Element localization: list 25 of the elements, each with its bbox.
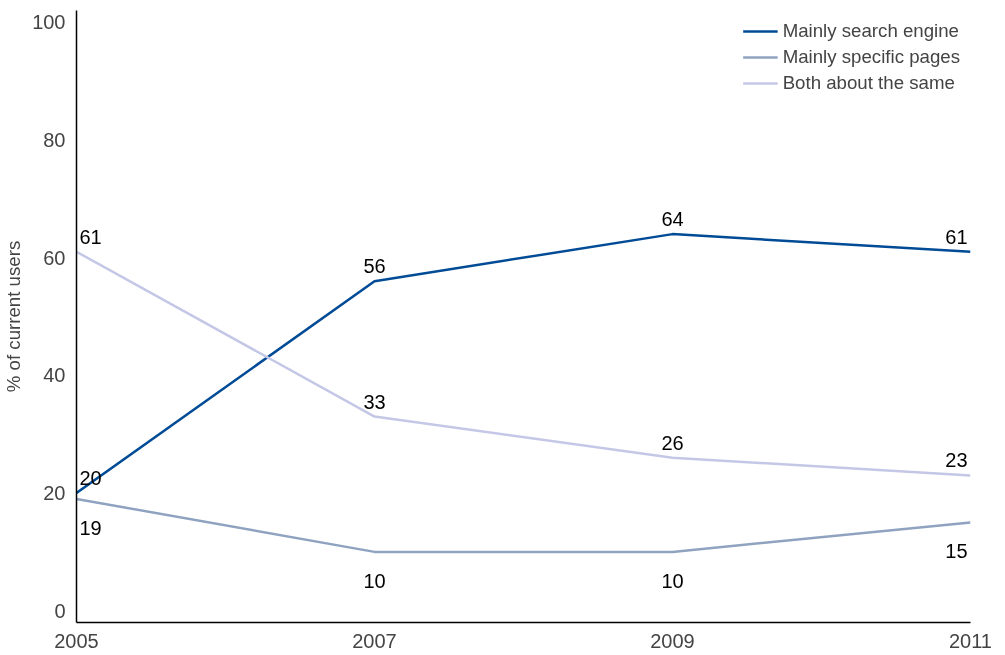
y-tick-label: 0 xyxy=(54,599,66,622)
legend-label: Mainly search engine xyxy=(782,20,959,42)
x-tick-label: 2005 xyxy=(54,629,99,652)
y-axis-title: % of current users xyxy=(3,240,25,393)
x-tick-label: 2007 xyxy=(352,629,397,652)
data-label: 10 xyxy=(363,569,386,592)
data-label: 61 xyxy=(945,225,968,248)
y-tick-label: 20 xyxy=(43,482,66,505)
legend-label: Mainly specific pages xyxy=(782,46,960,68)
y-tick-label: 60 xyxy=(43,246,66,269)
y-tick-label: 100 xyxy=(32,11,66,34)
y-tick-label: 80 xyxy=(43,128,66,151)
x-tick-label: 2011 xyxy=(949,629,993,652)
data-label: 19 xyxy=(79,516,102,539)
y-tick-label: 40 xyxy=(43,364,66,387)
data-label: 26 xyxy=(661,431,684,454)
data-label: 61 xyxy=(79,225,102,248)
x-tick-label: 2009 xyxy=(650,629,695,652)
data-label: 56 xyxy=(363,255,386,278)
data-label: 33 xyxy=(363,390,386,413)
data-label: 15 xyxy=(945,540,968,563)
data-label: 10 xyxy=(661,569,684,592)
data-label: 23 xyxy=(945,449,968,472)
legend-label: Both about the same xyxy=(782,72,955,94)
data-label: 64 xyxy=(661,208,684,231)
